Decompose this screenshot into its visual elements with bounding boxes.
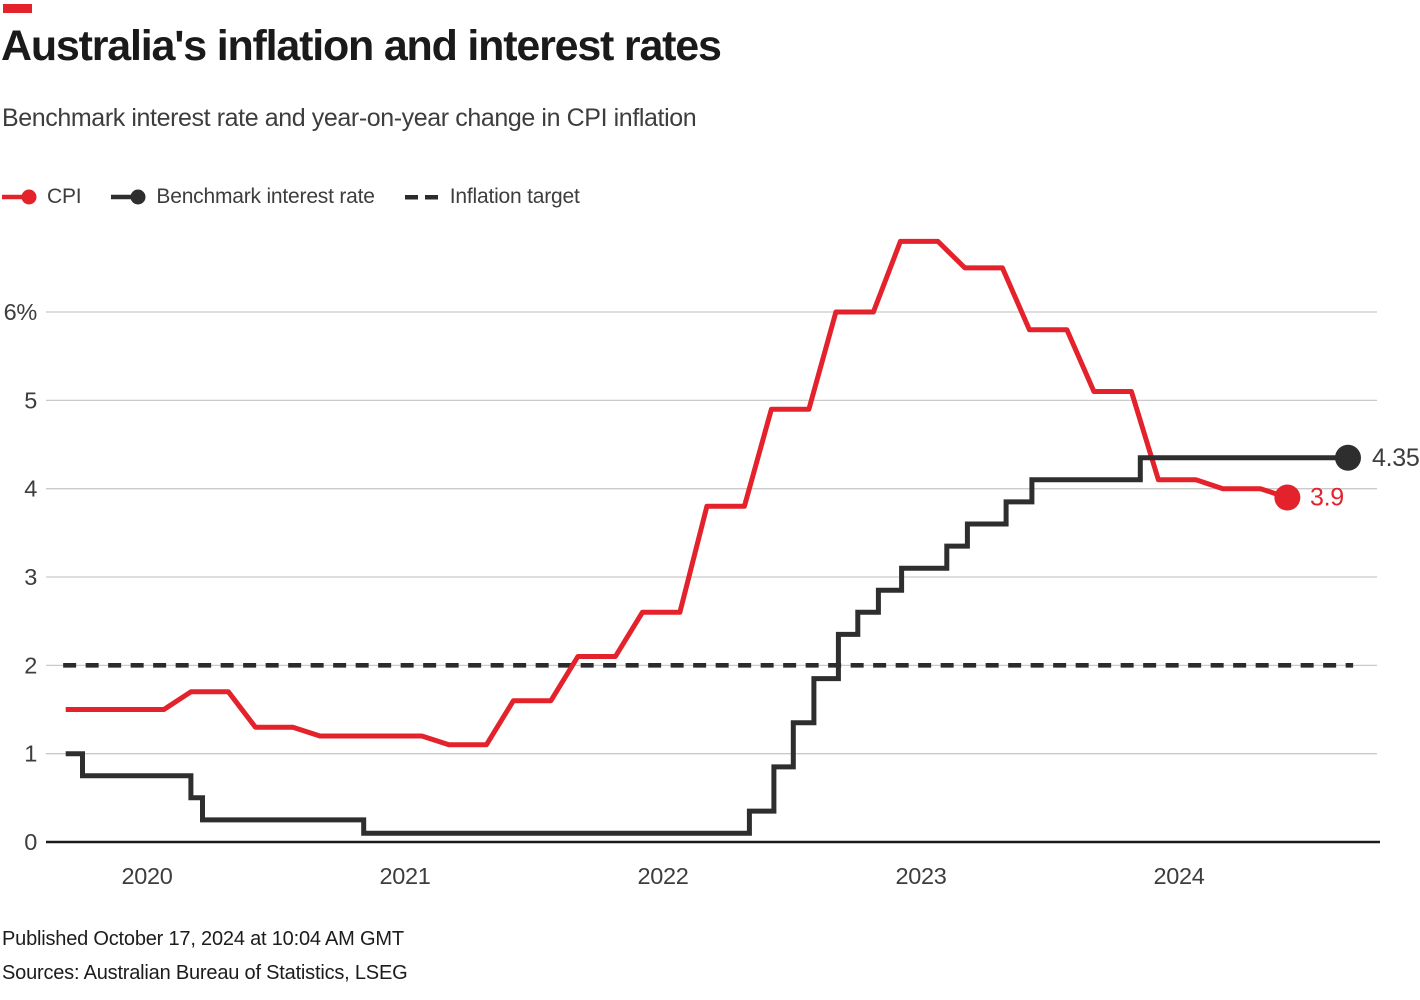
- published-timestamp: Published October 17, 2024 at 10:04 AM G…: [2, 928, 404, 950]
- cpi-legend-marker-icon: [2, 189, 37, 205]
- x-tick-label: 2022: [637, 863, 688, 889]
- legend-label-inflation-target: Inflation target: [449, 185, 580, 208]
- y-tick-label: 5: [24, 387, 37, 413]
- x-tick-label: 2023: [895, 863, 946, 889]
- inflation-target-legend-marker-icon: [404, 195, 438, 200]
- y-tick-label: 4: [24, 476, 37, 502]
- benchmark-end-dot: [1334, 444, 1361, 471]
- x-tick-label: 2024: [1153, 863, 1204, 889]
- chart-subtitle: Benchmark interest rate and year-on-year…: [2, 104, 697, 132]
- y-tick-label: 2: [24, 652, 37, 678]
- chart-title: Australia's inflation and interest rates: [1, 22, 722, 70]
- sources-note: Sources: Australian Bureau of Statistics…: [2, 962, 408, 984]
- legend-label-cpi: CPI: [47, 185, 82, 208]
- benchmark-legend-marker-icon: [111, 189, 146, 205]
- brand-kicker-bar: [3, 4, 32, 13]
- y-tick-label: 1: [24, 741, 37, 767]
- benchmark-end-value-label: 4.35: [1372, 444, 1419, 472]
- cpi-end-dot: [1274, 484, 1301, 511]
- cpi-end-value-label: 3.9: [1310, 484, 1344, 512]
- legend-item-cpi: CPI: [2, 185, 82, 209]
- y-tick-label: 3: [24, 564, 37, 590]
- legend-item-inflation-target: Inflation target: [404, 185, 580, 209]
- y-tick-label: 0: [24, 829, 37, 855]
- legend-item-benchmark: Benchmark interest rate: [111, 185, 375, 209]
- legend: CPI Benchmark interest rate Inflation targ…: [2, 185, 580, 209]
- y-tick-label: 6%: [4, 299, 38, 325]
- cpi-line: [65, 238, 1289, 748]
- legend-label-benchmark: Benchmark interest rate: [156, 185, 375, 208]
- x-tick-label: 2021: [379, 863, 430, 889]
- benchmark-line: [65, 455, 1348, 836]
- x-tick-label: 2020: [121, 863, 172, 889]
